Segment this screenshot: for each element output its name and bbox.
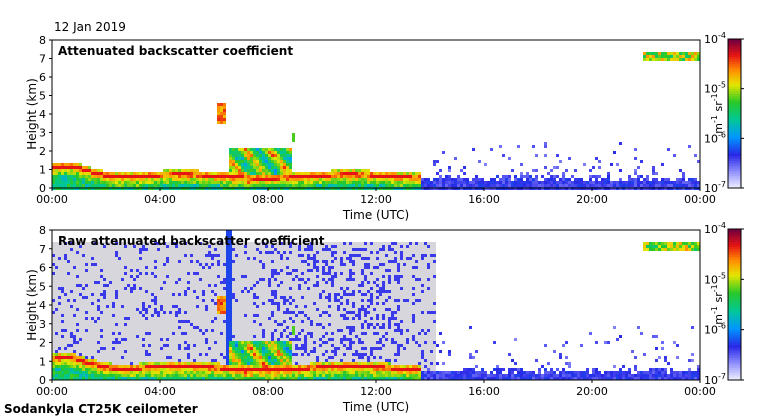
y-axis-label: Height (km) bbox=[25, 269, 39, 340]
colorbar-frame bbox=[727, 228, 742, 381]
x-tick-label: 04:00 bbox=[144, 385, 176, 398]
panel-title: Attenuated backscatter coefficient bbox=[58, 44, 293, 58]
colorbar-units: m-1 sr-1 bbox=[710, 284, 725, 324]
x-axis-label: Time (UTC) bbox=[342, 400, 409, 414]
y-tick-label: 4 bbox=[39, 299, 46, 312]
y-tick-label: 3 bbox=[39, 127, 46, 140]
colorbar-tick-label: 10-4 bbox=[704, 221, 726, 236]
y-tick-label: 5 bbox=[39, 90, 46, 103]
y-tick-label: 7 bbox=[39, 243, 46, 256]
y-tick-label: 8 bbox=[39, 34, 46, 47]
x-tick-label: 16:00 bbox=[468, 385, 500, 398]
y-tick-label: 6 bbox=[39, 71, 46, 84]
y-tick-label: 1 bbox=[39, 355, 46, 368]
x-tick-label: 20:00 bbox=[576, 385, 608, 398]
y-tick-label: 8 bbox=[39, 224, 46, 237]
y-tick-label: 1 bbox=[39, 164, 46, 177]
y-tick-label: 2 bbox=[39, 337, 46, 350]
x-tick-label: 12:00 bbox=[360, 385, 392, 398]
y-axis-label: Height (km) bbox=[25, 78, 39, 149]
date-label: 12 Jan 2019 bbox=[54, 20, 126, 34]
x-tick-label: 00:00 bbox=[684, 385, 716, 398]
y-tick-label: 7 bbox=[39, 53, 46, 66]
colorbar-units: m-1 sr-1 bbox=[710, 93, 725, 133]
colorbar-tick-label: 10-7 bbox=[704, 180, 726, 195]
colorbar-tick-label: 10-4 bbox=[704, 31, 726, 46]
y-tick-label: 2 bbox=[39, 145, 46, 158]
x-tick-label: 16:00 bbox=[468, 193, 500, 206]
x-tick-label: 00:00 bbox=[36, 193, 68, 206]
heatmap-cells bbox=[52, 230, 700, 380]
colorbar-frame bbox=[727, 38, 742, 189]
y-tick-label: 4 bbox=[39, 108, 46, 121]
chart-panel-2: 0 1 2 3 4 5 6 7 8 00:00 04:00 08:00 12:00 16:00 20:00 0… bbox=[25, 221, 744, 414]
y-tick-label: 3 bbox=[39, 318, 46, 331]
x-tick-label: 04:00 bbox=[144, 193, 176, 206]
y-tick-label: 0 bbox=[39, 374, 46, 387]
y-tick-label: 5 bbox=[39, 280, 46, 293]
x-tick-label: 12:00 bbox=[360, 193, 392, 206]
colorbar-tick-label: 10-5 bbox=[704, 271, 726, 286]
chart-panel-1: 0 1 2 3 4 5 6 7 8 00:00 04:00 08:00 12:00 16:00 20:00 0… bbox=[25, 31, 744, 222]
plot-background bbox=[52, 40, 700, 188]
colorbar: 10-710-610-510-4m-1 sr-1 bbox=[704, 221, 744, 387]
colorbar: 10-710-610-510-4m-1 sr-1 bbox=[704, 31, 744, 195]
x-tick-label: 08:00 bbox=[252, 385, 284, 398]
x-tick-label: 08:00 bbox=[252, 193, 284, 206]
instrument-footer: Sodankyla CT25K ceilometer bbox=[4, 402, 198, 416]
y-tick-label: 6 bbox=[39, 262, 46, 275]
x-axis-label: Time (UTC) bbox=[342, 208, 409, 222]
x-tick-label: 00:00 bbox=[36, 385, 68, 398]
y-tick-label: 0 bbox=[39, 182, 46, 195]
x-tick-label: 20:00 bbox=[576, 193, 608, 206]
panel-title: Raw attenuated backscatter coefficient bbox=[58, 234, 325, 248]
colorbar-tick-label: 10-7 bbox=[704, 372, 726, 387]
x-tick-label: 00:00 bbox=[684, 193, 716, 206]
